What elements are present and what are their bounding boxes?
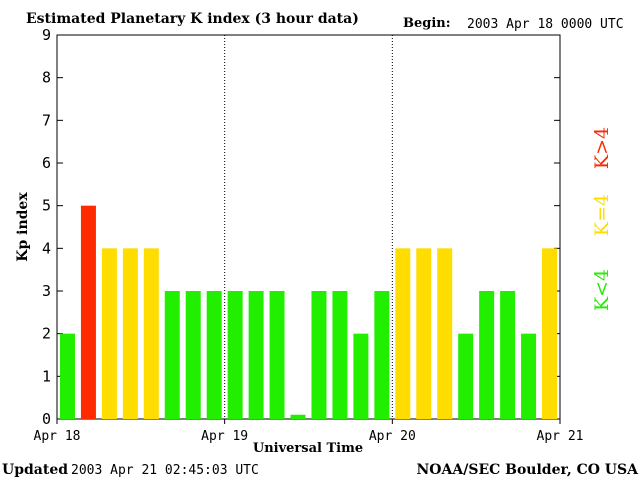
kp-bar: [290, 414, 306, 419]
kp-bar: [227, 291, 243, 419]
source-credit: NOAA/SEC Boulder, CO USA: [417, 462, 640, 478]
kp-bar: [122, 248, 138, 419]
x-axis-label: Universal Time: [253, 441, 363, 456]
updated-label: Updated: [2, 462, 68, 478]
y-tick-label: 8: [42, 69, 51, 87]
legend-k-equal-4: K=4: [591, 194, 613, 236]
plot-frame: [56, 34, 561, 420]
kp-bar: [269, 291, 285, 419]
x-tick-label: Apr 20: [369, 429, 416, 444]
y-tick-label: 1: [42, 367, 51, 385]
y-tick-label: 9: [42, 26, 51, 44]
begin-value: 2003 Apr 18 0000 UTC: [467, 17, 624, 32]
kp-bar: [206, 291, 222, 419]
kp-bar: [101, 248, 117, 419]
x-tick-label: Apr 21: [537, 429, 584, 444]
kp-bar: [332, 291, 348, 419]
bars: [59, 205, 558, 419]
kp-bar: [59, 333, 75, 419]
kp-bar: [437, 248, 453, 419]
kp-bar: [395, 248, 411, 419]
chart-title: Estimated Planetary K index (3 hour data…: [26, 11, 359, 27]
kp-bar: [458, 333, 474, 419]
kp-bar: [311, 291, 327, 419]
kp-bar: [143, 248, 159, 419]
kp-bar: [374, 291, 390, 419]
kp-bar: [164, 291, 180, 419]
updated-value: 2003 Apr 21 02:45:03 UTC: [71, 463, 259, 478]
kp-bar: [500, 291, 516, 419]
y-tick-label: 5: [42, 197, 51, 215]
y-tick-label: 2: [42, 325, 51, 343]
y-tick-label: 7: [42, 111, 51, 129]
y-axis-label: Kp index: [15, 192, 31, 262]
y-tick-label: 6: [42, 154, 51, 172]
y-tick-label: 4: [42, 239, 51, 257]
y-tick-label: 3: [42, 282, 51, 300]
x-tick-label: Apr 18: [34, 429, 81, 444]
kp-bar: [542, 248, 558, 419]
kp-bar: [248, 291, 264, 419]
legend-k-greater-4: K>4: [591, 127, 613, 169]
kp-bar: [521, 333, 537, 419]
y-tick-label: 0: [42, 410, 51, 428]
kp-bar: [479, 291, 495, 419]
kp-bar: [353, 333, 369, 419]
x-tick-label: Apr 19: [201, 429, 248, 444]
kp-bar: [185, 291, 201, 419]
legend: K<4 K=4 K>4: [591, 127, 613, 311]
kp-bar: [416, 248, 432, 419]
day-dividers: [224, 35, 393, 419]
kp-bar: [80, 205, 96, 419]
x-axis: Apr 18 Apr 19 Apr 20 Apr 21: [34, 419, 584, 444]
legend-k-less-4: K<4: [591, 269, 613, 311]
begin-label: Begin:: [403, 16, 451, 31]
